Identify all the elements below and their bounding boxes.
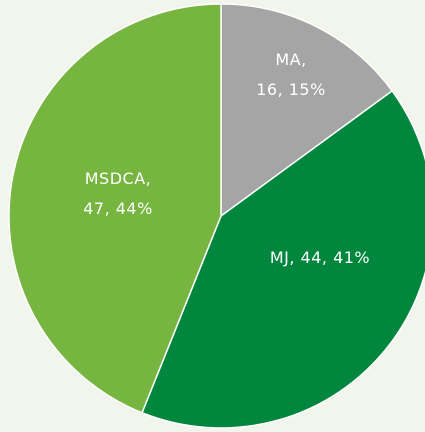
data-label: MJ, 44, 41% [270, 248, 370, 267]
data-label-line: 16, 15% [256, 80, 326, 99]
data-label-line: MA, [275, 50, 306, 69]
pie-slice [220, 3, 394, 218]
pie-slice [8, 3, 222, 414]
data-label-line: MJ, 44, 41% [270, 248, 370, 267]
data-label-line: 47, 44% [83, 199, 153, 218]
data-label: MSDCA, 47, 44% [83, 169, 153, 218]
data-label-line: MSDCA, [85, 169, 151, 188]
data-label: MA, 16, 15% [256, 50, 326, 99]
